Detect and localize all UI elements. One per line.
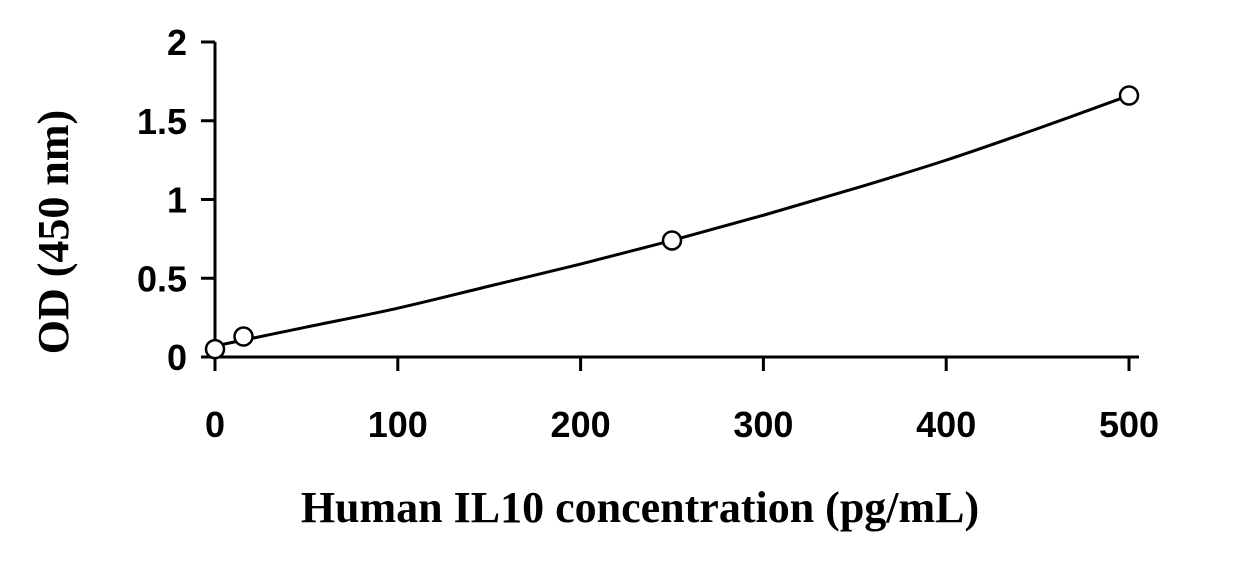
- y-tick-label: 1.5: [137, 101, 187, 142]
- x-tick-label: 300: [733, 404, 793, 445]
- tick-labels: 0 0.5 1 1.5 2 0 100 200 300 400 500: [137, 22, 1159, 445]
- y-tick-label: 2: [167, 22, 187, 63]
- x-tick-label: 0: [205, 404, 225, 445]
- data-point: [1118, 85, 1140, 106]
- y-tick-label: 1: [167, 180, 187, 221]
- axes: [213, 42, 1139, 359]
- y-tick-label: 0.5: [137, 258, 187, 299]
- data-point: [661, 230, 683, 251]
- data-point: [233, 326, 254, 347]
- fit-curve-group: [214, 94, 1130, 348]
- y-tick-label: 0: [167, 337, 187, 378]
- fit-curve: [214, 94, 1130, 348]
- data-points: [204, 85, 1140, 360]
- y-axis-title: OD (450 nm): [29, 110, 78, 354]
- x-tick-label: 200: [551, 404, 611, 445]
- data-point: [204, 338, 226, 360]
- x-axis-title: Human IL10 concentration (pg/mL): [301, 483, 979, 532]
- x-tick-label: 100: [368, 404, 428, 445]
- x-tick-label: 400: [916, 404, 976, 445]
- ticks: [201, 40, 1131, 371]
- x-tick-label: 500: [1099, 404, 1159, 445]
